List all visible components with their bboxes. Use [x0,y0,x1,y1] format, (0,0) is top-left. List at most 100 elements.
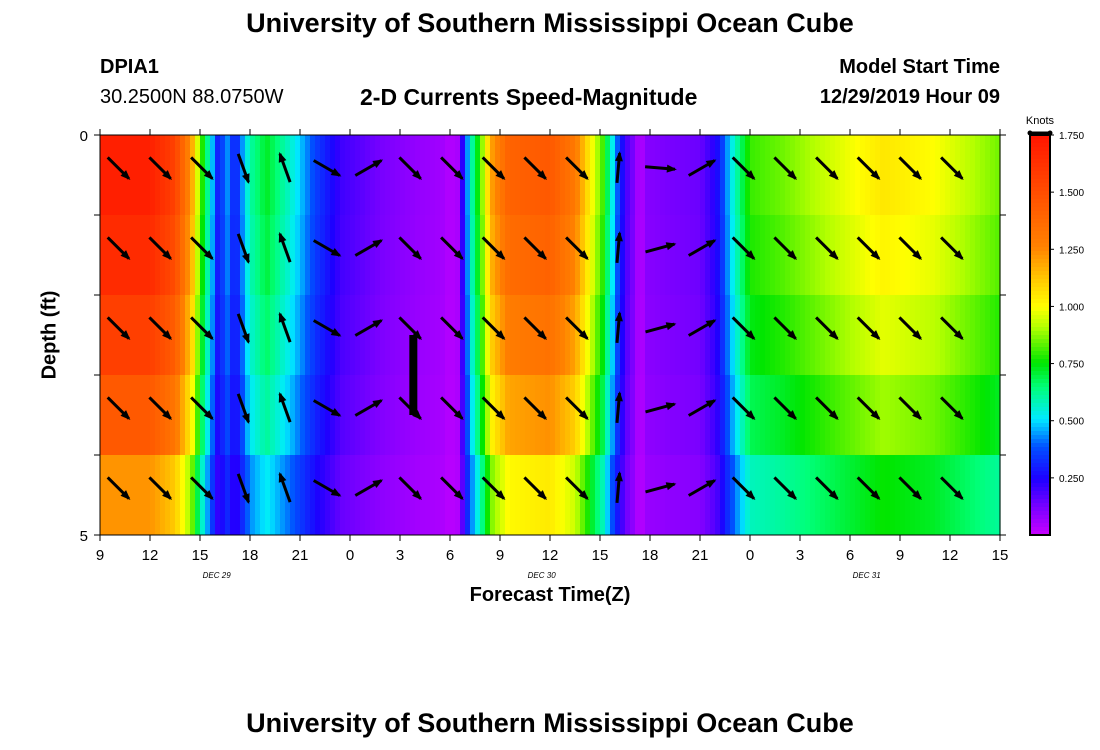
heatmap-cell [530,215,536,295]
heatmap-cell [665,375,671,455]
heatmap-cell [310,375,316,455]
x-tick-label: 18 [642,547,659,564]
heatmap-cell [860,455,866,535]
heatmap-cell [115,455,121,535]
heatmap-cell [760,455,766,535]
heatmap-cell [555,455,561,535]
heatmap-cell [390,375,396,455]
heatmap-cell [180,455,186,535]
heatmap-cell [910,215,916,295]
heatmap-cell [795,215,801,295]
heatmap-cell [985,215,991,295]
current-vector-head [870,330,881,340]
heatmap-cell [950,295,956,375]
heatmap-cell [160,295,166,375]
colorbar-step [1030,371,1050,376]
heatmap-cell [270,455,276,535]
colorbar-step [1030,495,1050,500]
heatmap-cell [860,375,866,455]
heatmap-cell [985,375,991,455]
heatmap-cell [220,455,226,535]
heatmap-cell [160,455,166,535]
heatmap-cell [960,215,966,295]
x-tick-label: 12 [942,547,959,564]
heatmap-cell [605,215,611,295]
heatmap-cell [765,455,771,535]
heatmap-cell [320,215,326,295]
heatmap-cell [185,135,191,215]
heatmap-cell [435,135,441,215]
heatmap-cell [420,215,426,295]
heatmap-cell [600,455,606,535]
heatmap-cell [785,295,791,375]
heatmap-cell [145,295,151,375]
heatmap-cell [520,375,526,455]
colorbar-tick-label: 1.250 [1059,245,1084,256]
heatmap-cell [400,455,406,535]
heatmap-cell [930,135,936,215]
heatmap-cell [940,215,946,295]
heatmap-cell [655,135,661,215]
heatmap-cell [275,135,281,215]
heatmap-cell [155,455,161,535]
heatmap-cell [260,455,266,535]
heatmap-cell [400,215,406,295]
heatmap-cell [305,455,311,535]
current-vector-head [453,170,464,180]
heatmap-cell [600,215,606,295]
current-vector-head [278,232,287,243]
heatmap-cell [200,295,206,375]
heatmap-cell [230,375,236,455]
heatmap-cell [480,135,486,215]
current-vector-head [330,168,342,177]
heatmap-cell [630,135,636,215]
heatmap-cell [305,375,311,455]
heatmap-cell [345,295,351,375]
heatmap-cell [785,455,791,535]
heatmap-cell [280,375,286,455]
heatmap-cell [805,455,811,535]
heatmap-cell [340,135,346,215]
colorbar-frame [1029,134,1051,536]
current-vector-head [203,410,214,420]
heatmap-cell [445,455,451,535]
heatmap-cell [710,375,716,455]
heatmap-cell [185,455,191,535]
heatmap-cell [325,375,331,455]
heatmap-cell [655,375,661,455]
heatmap-cell [280,215,286,295]
current-vector-head [912,330,922,340]
heatmap-cell [795,295,801,375]
heatmap-cell [145,135,151,215]
heatmap-cell [480,375,486,455]
colorbar: Knots 0.250 0.500 0.750 1.000 1.250 1.500 1.750 [1026,115,1084,536]
heatmap-cell [765,295,771,375]
heatmap-cell [155,295,161,375]
heatmap-cell [480,215,486,295]
heatmap-cell [815,135,821,215]
heatmap-cell [445,135,451,215]
heatmap-cell [725,295,731,375]
heatmap-cell [695,455,701,535]
heatmap-cell [250,215,256,295]
colorbar-step [1030,331,1050,336]
heatmap-cell [360,215,366,295]
current-vector-head [537,490,547,500]
heatmap-cell [625,375,631,455]
heatmap-cell [180,215,186,295]
heatmap-cell [270,295,276,375]
heatmap-cell [130,455,136,535]
current-vector-head [453,330,464,340]
heatmap-cell [215,375,221,455]
colorbar-step [1030,183,1050,188]
heatmap-cell [465,135,471,215]
heatmap-cell [275,455,281,535]
heatmap-cell [905,295,911,375]
current-vector-head [705,159,717,168]
current-vector-head [745,490,756,500]
heatmap-cell [470,375,476,455]
heatmap-cell [475,375,481,455]
heatmap-cell [730,375,736,455]
heatmap-cell [140,215,146,295]
heatmap-cell [375,135,381,215]
